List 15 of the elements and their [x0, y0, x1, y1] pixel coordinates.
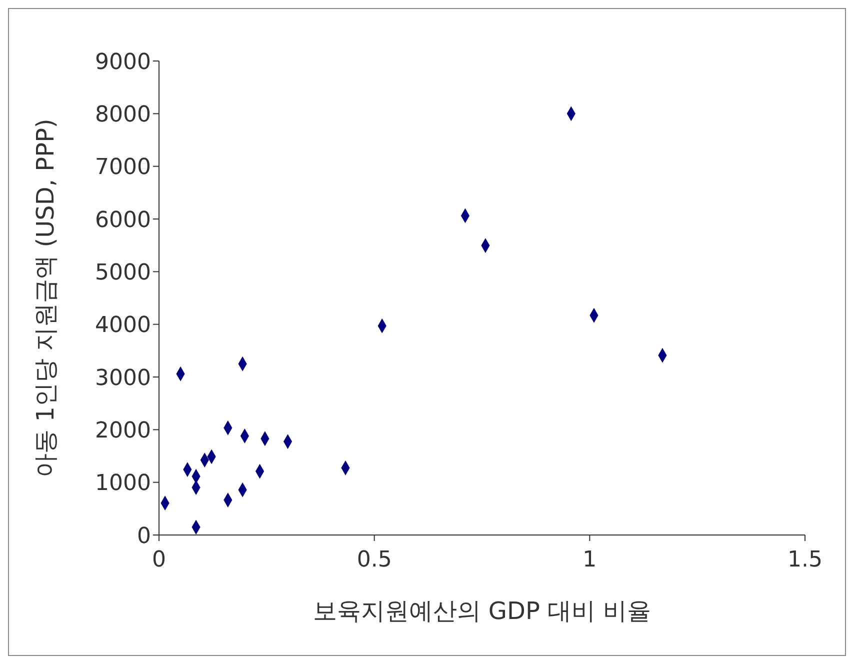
y-tick-label: 0 [137, 524, 151, 549]
y-tick-label: 7000 [95, 155, 151, 180]
y-tick-label: 8000 [95, 102, 151, 128]
x-tick-label: 1.5 [788, 548, 822, 573]
y-tick-label: 3000 [95, 366, 151, 391]
y-axis-title: 아동 1인당 지원금액 (USD, PPP) [32, 118, 60, 478]
x-tick-label: 0.5 [356, 548, 392, 573]
x-tick-label: 1 [582, 548, 597, 573]
x-axis-title: 보육지원예산의 GDP 대비 비율 [312, 597, 652, 625]
y-tick-label: 2000 [95, 418, 151, 444]
y-tick-label: 1000 [95, 471, 151, 496]
y-tick-label: 6000 [95, 208, 151, 233]
y-tick-label: 4000 [95, 313, 151, 338]
y-tick-label: 5000 [95, 260, 151, 286]
y-tick-label: 9000 [95, 50, 151, 75]
